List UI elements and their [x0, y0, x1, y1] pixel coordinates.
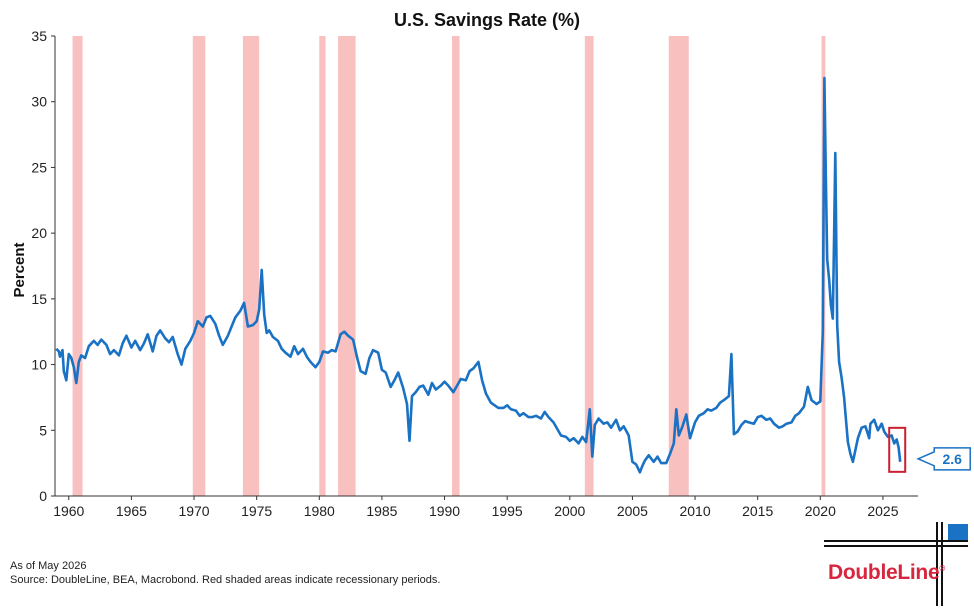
- x-tick-label-2000: 2000: [554, 503, 585, 519]
- x-tick-label-1965: 1965: [116, 503, 147, 519]
- x-tick-label-1970: 1970: [178, 503, 209, 519]
- y-tick-label-15: 15: [31, 291, 47, 307]
- recession-band-5: [338, 36, 356, 496]
- latest-value-annotation: 2.6: [888, 426, 971, 473]
- y-tick-label-5: 5: [39, 422, 47, 438]
- chart-title: U.S. Savings Rate (%): [394, 10, 580, 30]
- x-tick-label-2005: 2005: [617, 503, 648, 519]
- x-tick-label-1980: 1980: [304, 503, 335, 519]
- x-tick-label-1990: 1990: [429, 503, 460, 519]
- x-tick-label-1975: 1975: [241, 503, 272, 519]
- latest-value-label: 2.6: [942, 451, 962, 467]
- series-line-group: [55, 76, 902, 474]
- logo-text: DoubleLine: [828, 561, 940, 584]
- recession-band-3: [242, 36, 260, 496]
- recession-bands: [72, 36, 826, 496]
- latest-value-highlight-box: [888, 426, 907, 473]
- x-tick-label-2015: 2015: [742, 503, 773, 519]
- y-tick-label-10: 10: [31, 357, 47, 373]
- x-tick-label-2020: 2020: [805, 503, 836, 519]
- logo-registered-mark: ®: [939, 564, 945, 573]
- x-tick-label-1960: 1960: [53, 503, 84, 519]
- recession-band-6: [452, 36, 460, 496]
- source-note: Source: DoubleLine, BEA, Macrobond. Red …: [10, 574, 441, 586]
- x-tick-label-2025: 2025: [867, 503, 898, 519]
- x-tick-label-2010: 2010: [679, 503, 710, 519]
- recession-band-8: [668, 36, 689, 496]
- y-axis-label: Percent: [11, 242, 28, 297]
- as-of-note: As of May 2026: [10, 560, 87, 572]
- latest-value-callout: [916, 447, 971, 471]
- doubleline-logo: DoubleLine®: [828, 561, 945, 585]
- y-tick-label-35: 35: [31, 28, 47, 44]
- recession-band-2: [192, 36, 206, 496]
- y-tick-label-25: 25: [31, 159, 47, 175]
- x-tick-label-1985: 1985: [366, 503, 397, 519]
- y-tick-label-20: 20: [31, 225, 47, 241]
- y-tick-label-0: 0: [39, 488, 47, 504]
- recession-band-1: [72, 36, 83, 496]
- savings-rate-line: [55, 76, 902, 474]
- y-tick-label-30: 30: [31, 94, 47, 110]
- doubleline-logo-mark: [824, 522, 968, 606]
- recession-band-4: [319, 36, 326, 496]
- x-tick-label-1995: 1995: [492, 503, 523, 519]
- recession-band-7: [584, 36, 594, 496]
